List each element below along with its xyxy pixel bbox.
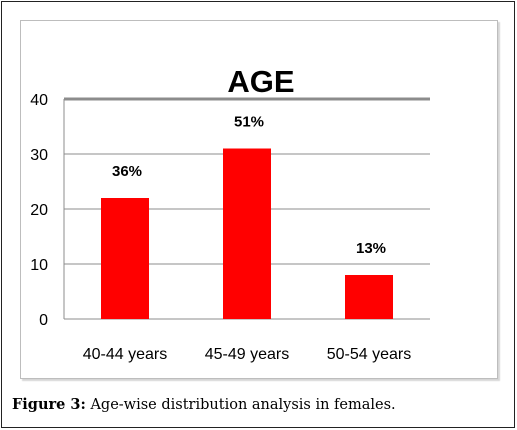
data-label: 51% [234,114,264,131]
x-tick-label: 45-49 years [205,346,290,363]
y-tick-label: 0 [39,312,48,329]
x-tick-label: 50-54 years [327,346,412,363]
figure-caption: Figure 3: Age-wise distribution analysis… [12,396,396,413]
data-label: 36% [112,163,142,180]
caption-label: Figure 3: [12,396,86,413]
x-tick-label: 40-44 years [83,346,168,363]
y-tick-label: 20 [30,202,48,219]
y-tick-label: 30 [30,147,48,164]
bar-chart: 0 10 20 30 40 36% 40-44 years 51% 45-49 years 13%… [30,64,430,363]
data-label: 13% [356,240,386,257]
chart-title: AGE [227,64,294,99]
caption-text: Age-wise distribution analysis in female… [85,397,396,413]
y-tick-label: 10 [30,257,48,274]
bar-2 [223,148,271,319]
y-tick-label: 40 [30,92,48,109]
bar-1 [101,198,149,319]
bar-3 [345,275,393,319]
